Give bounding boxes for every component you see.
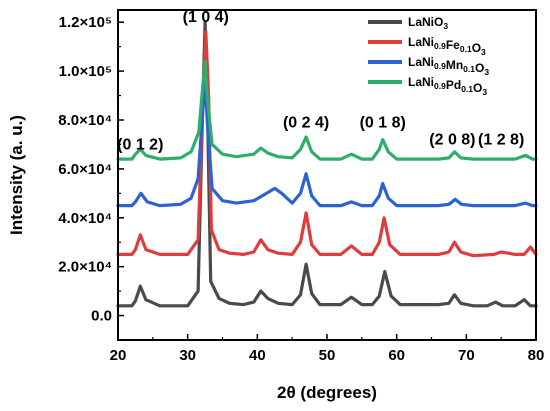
x-tick-label: 40 bbox=[249, 347, 266, 364]
legend-label: LaNi0.9Fe0.1O3 bbox=[408, 35, 486, 57]
y-tick-label: 6.0×10⁴ bbox=[58, 161, 112, 178]
axis-ticks-layer: 20 30 40 50 60 70 80 0.0 2.0×10⁴ 4.0×10⁴ 6.0×10⁴ 8.… bbox=[58, 14, 544, 364]
peak-label: (0 1 2) bbox=[117, 136, 163, 153]
series-line-1 bbox=[116, 30, 538, 258]
peak-label: (2 0 8) bbox=[429, 131, 475, 148]
plot-frame bbox=[117, 9, 537, 341]
x-tick-label: 80 bbox=[528, 347, 545, 364]
legend-label: LaNi0.9Pd0.1O3 bbox=[408, 75, 487, 97]
peak-label: (1 2 8) bbox=[478, 131, 524, 148]
x-tick-label: 50 bbox=[319, 347, 336, 364]
x-axis-title: 2θ (degrees) bbox=[277, 383, 377, 402]
y-tick-label: 8.0×10⁴ bbox=[58, 112, 112, 129]
x-tick-label: 70 bbox=[458, 347, 475, 364]
x-tick-label: 20 bbox=[110, 347, 127, 364]
y-tick-label: 1.0×10⁵ bbox=[59, 63, 112, 80]
series-line-3 bbox=[116, 59, 538, 161]
legend-label: LaNiO3 bbox=[408, 15, 448, 31]
y-tick-label: 2.0×10⁴ bbox=[58, 259, 112, 276]
y-tick-label: 1.2×10⁵ bbox=[59, 14, 112, 31]
peak-labels-layer: (0 1 2) (1 0 4) (0 2 4) (0 1 8) (2 0 8) (1 2 … bbox=[117, 9, 524, 153]
legend-label: LaNi0.9Mn0.1O3 bbox=[408, 55, 489, 77]
y-tick-label: 0.0 bbox=[91, 308, 112, 325]
series-line-2 bbox=[116, 76, 538, 208]
peak-label: (0 2 4) bbox=[283, 114, 329, 131]
plot-series-layer bbox=[116, 20, 538, 308]
y-tick-label: 4.0×10⁴ bbox=[58, 210, 112, 227]
legend: LaNiO3 LaNi0.9Fe0.1O3LaNi0.9Mn0.1O3LaNi0.… bbox=[368, 15, 489, 97]
y-axis-title: Intensity (a. u.) bbox=[7, 115, 26, 235]
peak-label: (0 1 8) bbox=[360, 114, 406, 131]
peak-label: (1 0 4) bbox=[183, 9, 229, 26]
x-tick-label: 30 bbox=[179, 347, 196, 364]
x-tick-label: 60 bbox=[388, 347, 405, 364]
